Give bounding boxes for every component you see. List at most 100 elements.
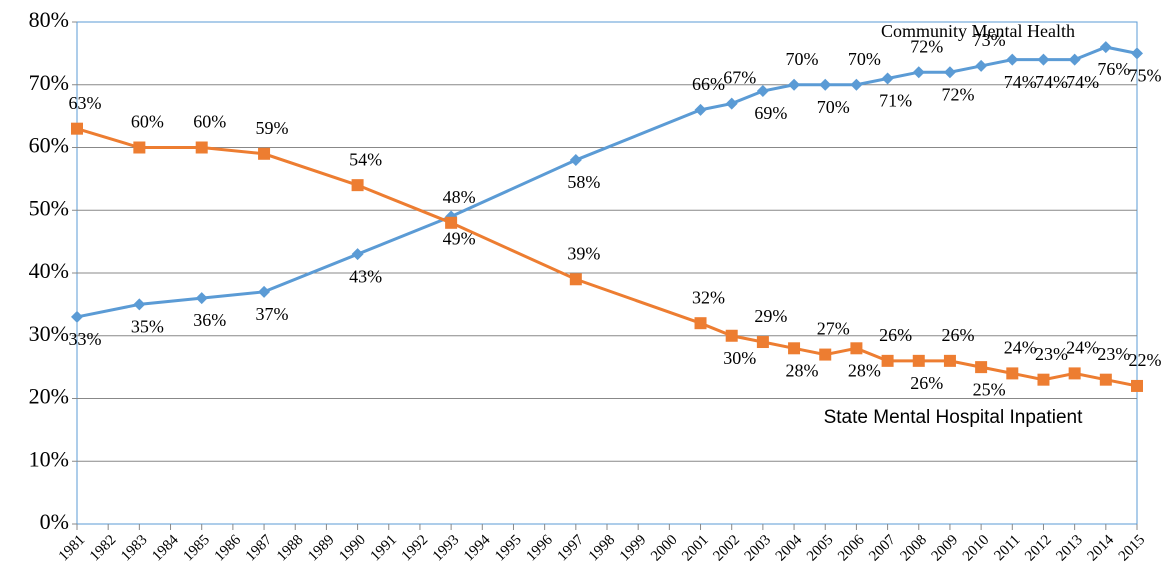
data-label: 28%	[848, 360, 881, 380]
y-tick-label: 70%	[29, 70, 69, 95]
x-tick-label: 2012	[1022, 532, 1055, 565]
marker	[71, 122, 83, 135]
x-tick-label: 1996	[523, 532, 556, 565]
data-label: 39%	[567, 243, 600, 263]
data-label: 23%	[1035, 344, 1068, 364]
data-label: 59%	[256, 118, 289, 138]
x-tick-label: 2015	[1116, 532, 1149, 565]
data-label: 70%	[848, 49, 881, 69]
y-tick-label: 50%	[29, 195, 69, 220]
data-label: 26%	[910, 373, 943, 393]
marker	[725, 97, 738, 110]
data-label: 24%	[1004, 338, 1037, 358]
data-label: 48%	[443, 187, 476, 207]
marker	[756, 336, 769, 349]
marker	[912, 354, 925, 367]
marker	[351, 248, 364, 261]
x-tick-label: 2002	[710, 532, 743, 565]
series-annotation: State Mental Hospital Inpatient	[824, 407, 1083, 428]
data-label: 71%	[879, 91, 912, 111]
data-label: 69%	[754, 103, 787, 123]
marker	[725, 329, 738, 342]
marker	[1006, 53, 1019, 66]
marker	[756, 85, 769, 98]
marker	[71, 310, 83, 323]
data-label: 67%	[723, 68, 756, 88]
data-label: 35%	[131, 317, 164, 337]
x-tick-label: 1992	[399, 532, 432, 565]
marker	[943, 354, 956, 367]
x-tick-label: 2003	[742, 532, 775, 565]
marker	[819, 78, 832, 91]
marker	[133, 141, 146, 154]
data-label: 60%	[131, 112, 164, 132]
data-label: 54%	[349, 149, 382, 169]
x-tick-label: 2010	[960, 532, 993, 565]
marker	[1037, 373, 1050, 386]
data-label: 63%	[69, 93, 102, 113]
x-tick-label: 1997	[555, 532, 588, 565]
marker	[258, 147, 271, 160]
data-label: 24%	[1066, 338, 1099, 358]
data-label: 75%	[1129, 66, 1162, 86]
x-tick-label: 1989	[305, 532, 338, 565]
marker	[912, 66, 925, 79]
marker	[133, 298, 146, 311]
x-tick-label: 2008	[897, 532, 930, 565]
x-tick-label: 2004	[773, 532, 806, 565]
data-label: 27%	[817, 319, 850, 339]
marker	[445, 216, 458, 229]
data-label: 29%	[754, 306, 787, 326]
data-label: 60%	[193, 112, 226, 132]
marker	[351, 179, 364, 192]
x-tick-label: 1984	[149, 532, 182, 565]
marker	[694, 317, 707, 330]
data-label: 72%	[941, 84, 974, 104]
x-tick-label: 2011	[991, 532, 1023, 564]
x-tick-label: 1988	[274, 532, 307, 565]
marker	[195, 292, 208, 305]
x-tick-label: 2009	[929, 532, 962, 565]
y-tick-label: 30%	[29, 321, 69, 346]
x-tick-label: 1982	[87, 532, 120, 565]
x-tick-label: 2001	[679, 532, 712, 565]
data-label: 72%	[910, 36, 943, 56]
x-tick-label: 1998	[586, 532, 619, 565]
marker	[850, 78, 863, 91]
marker	[1099, 41, 1112, 54]
x-tick-label: 1987	[243, 532, 276, 565]
marker	[258, 285, 271, 298]
marker	[569, 273, 582, 286]
x-tick-label: 1999	[617, 532, 650, 565]
x-tick-label: 2007	[866, 532, 899, 565]
marker	[881, 354, 894, 367]
data-label: 26%	[879, 325, 912, 345]
series-annotation: Community Mental Health	[881, 21, 1075, 41]
marker	[195, 141, 208, 154]
data-label: 43%	[349, 266, 382, 286]
x-tick-label: 2014	[1085, 532, 1118, 565]
data-label: 28%	[786, 360, 819, 380]
x-tick-label: 1994	[461, 532, 494, 565]
series-line	[76, 45, 1138, 319]
marker	[1037, 53, 1050, 66]
data-label: 74%	[1066, 72, 1099, 92]
marker	[850, 342, 863, 355]
data-label: 36%	[193, 310, 226, 330]
data-label: 76%	[1097, 59, 1130, 79]
data-label: 30%	[723, 348, 756, 368]
data-label: 37%	[256, 304, 289, 324]
y-tick-label: 0%	[40, 509, 69, 534]
marker	[1131, 379, 1143, 392]
marker	[788, 78, 801, 91]
x-tick-label: 2005	[804, 532, 837, 565]
series-line	[76, 127, 1138, 388]
data-label: 70%	[817, 97, 850, 117]
marker	[1068, 53, 1081, 66]
data-label: 26%	[941, 325, 974, 345]
x-tick-label: 1986	[212, 532, 245, 565]
x-tick-label: 1995	[492, 532, 525, 565]
marker	[975, 361, 988, 374]
data-label: 33%	[69, 329, 102, 349]
